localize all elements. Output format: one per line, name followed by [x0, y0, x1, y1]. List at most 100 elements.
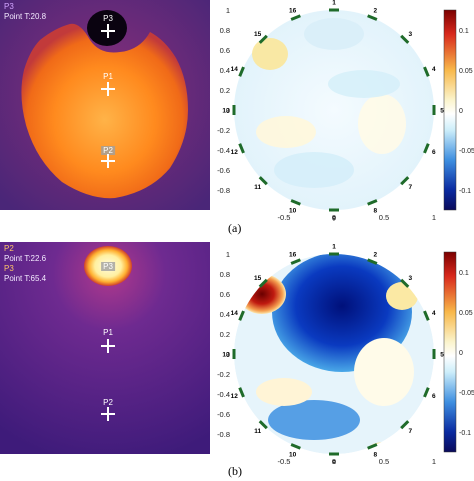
electrode-label: 12 — [231, 393, 239, 400]
electrode-marker — [258, 34, 268, 44]
caption-b: (b) — [228, 464, 242, 478]
x-tick-label: 0.5 — [379, 457, 389, 464]
marker-label-p3: P3 — [103, 14, 113, 23]
x-tick-label: 0.5 — [379, 213, 389, 222]
crosshair-icon — [101, 82, 115, 96]
electrode-marker — [367, 199, 378, 206]
electrode-label: 15 — [254, 31, 262, 38]
electrode-label: 13 — [222, 352, 230, 359]
electrode-label: 7 — [409, 184, 413, 191]
electrode-marker — [290, 258, 301, 265]
electrode-label: 3 — [409, 31, 413, 38]
y-tick-label: 0.8 — [220, 26, 230, 35]
x-tick-label: 1 — [432, 213, 436, 222]
electrode-marker — [400, 34, 410, 44]
y-tick-label: 0.4 — [220, 310, 230, 319]
electrode-label: 11 — [254, 184, 261, 191]
colorbar-tick-label: -0.1 — [459, 430, 471, 437]
crosshair-icon — [101, 154, 115, 168]
electrode-marker — [400, 176, 410, 186]
marker-label-p1: P1 — [103, 328, 113, 337]
thermal-readout-b: P2 Point T:22.6 P3 Point T:65.4 — [4, 244, 46, 284]
electrode-label: 6 — [432, 149, 436, 156]
electrode-marker — [258, 420, 268, 430]
colorbar-tick-label: -0.05 — [459, 148, 474, 155]
electrode-label: 6 — [432, 393, 436, 400]
y-tick-labels: 1 0.8 0.6 0.4 0.2 0 -0.2 -0.4 -0.6 -0.8 — [217, 6, 230, 195]
colorbar-tick-label: 0.1 — [459, 270, 469, 277]
marker-label-p3: P3 — [101, 262, 115, 271]
x-tick-label: -0.5 — [278, 457, 291, 464]
electrode-marker — [423, 66, 430, 77]
y-tick-label: -0.2 — [217, 126, 230, 135]
thermal-heat-map-b — [0, 242, 210, 454]
electrode-marker — [423, 387, 430, 398]
marker-label-p2: P2 — [103, 398, 113, 407]
y-tick-labels: 1 0.8 0.6 0.4 0.2 0 -0.2 -0.4 -0.6 -0.8 — [217, 250, 230, 439]
electrode-marker — [367, 443, 378, 450]
electrode-marker — [423, 310, 430, 321]
warm-region — [252, 38, 288, 70]
electrode-label: 14 — [231, 310, 239, 317]
electrode-marker — [258, 278, 268, 288]
electrode-marker — [238, 66, 245, 77]
thermal-image-b: P2 Point T:22.6 P3 Point T:65.4 P3 P1 P2 — [0, 242, 210, 454]
electrode-label: 1 — [332, 0, 336, 7]
electrode-label: 15 — [254, 275, 262, 282]
caption-a: (a) — [228, 221, 242, 235]
warm-region — [358, 94, 406, 154]
electrode-label: 4 — [432, 66, 436, 73]
electrode-label: 11 — [254, 428, 261, 435]
electrode-label: 1 — [332, 244, 336, 251]
cool-region — [274, 152, 354, 188]
marker-label-p1: P1 — [103, 72, 113, 81]
electrode-label: 16 — [289, 8, 297, 15]
electrode-label: 2 — [374, 8, 378, 15]
y-tick-label: 1 — [226, 250, 230, 259]
y-tick-label: -0.8 — [217, 186, 230, 195]
electrode-label: 8 — [374, 207, 378, 214]
y-tick-label: -0.6 — [217, 410, 230, 419]
electrode-marker — [290, 199, 301, 206]
x-tick-label: -0.5 — [278, 213, 291, 222]
electrode-label: 10 — [289, 207, 297, 214]
crosshair-icon — [101, 407, 115, 421]
conductivity-disc — [234, 254, 434, 454]
y-tick-label: -0.4 — [217, 390, 230, 399]
y-tick-label: -0.4 — [217, 146, 230, 155]
electrode-marker — [238, 310, 245, 321]
y-tick-label: 0 — [226, 106, 230, 115]
colorbar-ticks: 0.1 0.05 0 -0.05 -0.1 — [459, 270, 474, 437]
panel-a: P3 Point T:20.8 P3 P1 P2 — [0, 0, 474, 240]
electrode-marker — [290, 443, 301, 450]
electrode-marker — [423, 143, 430, 154]
readout-value: Point T:22.6 — [4, 254, 47, 263]
electrode-label: 10 — [289, 451, 297, 458]
y-tick-label: -0.6 — [217, 166, 230, 175]
y-tick-label: -0.2 — [217, 370, 230, 379]
thermal-heat-map-a — [0, 0, 210, 210]
y-tick-label: 0.8 — [220, 270, 230, 279]
colorbar-tick-label: 0.1 — [459, 28, 469, 35]
electrode-label: 12 — [231, 149, 239, 156]
readout-label: P2 — [4, 244, 14, 253]
y-tick-label: 0.6 — [220, 290, 230, 299]
electrode-marker — [367, 14, 378, 21]
electrode-marker — [290, 14, 301, 21]
y-tick-label: -0.8 — [217, 430, 230, 439]
panel-b: P2 Point T:22.6 P3 Point T:65.4 P3 P1 P2 — [0, 242, 474, 481]
x-tick-labels: -0.5 0 0.5 1 — [278, 457, 437, 464]
electrode-label: 13 — [222, 108, 230, 115]
electrode-label: 3 — [409, 275, 413, 282]
readout-label: P3 — [4, 264, 14, 273]
x-tick-label: 0 — [332, 457, 336, 464]
colorbar — [443, 251, 457, 453]
colorbar-ticks: 0.1 0.05 0 -0.05 -0.1 — [459, 28, 474, 195]
electrode-marker — [238, 387, 245, 398]
electrode-label: 8 — [374, 451, 378, 458]
electrode-label: 7 — [409, 428, 413, 435]
x-tick-label: 0 — [332, 213, 336, 222]
